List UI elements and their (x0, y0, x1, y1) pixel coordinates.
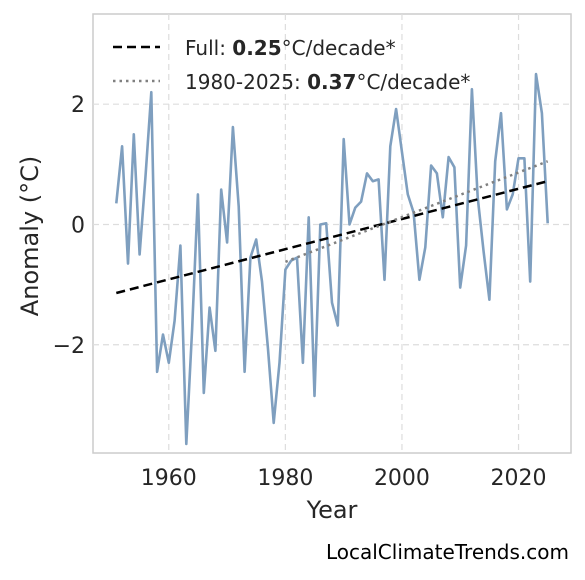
trend-line-1980-2025 (284, 160, 549, 263)
y-axis-title: Anomaly (°C) (16, 156, 44, 316)
source-credit: LocalClimateTrends.com (325, 540, 569, 564)
x-tick-label: 1980 (257, 466, 313, 491)
x-tick-label: 1960 (141, 466, 197, 491)
y-tick-label: 0 (71, 213, 85, 238)
legend-label-full: Full: 0.25°C/decade* (185, 36, 396, 60)
legend: Full: 0.25°C/decade* 1980-2025: 0.37°C/d… (113, 36, 470, 94)
y-tick-label: 2 (71, 93, 85, 118)
tick-labels: 1960 1980 2000 2020 −2 0 2 (53, 93, 547, 491)
series-lines (115, 72, 549, 446)
trend-line-full (115, 179, 549, 295)
x-axis-title: Year (306, 496, 358, 524)
x-tick-label: 2020 (491, 466, 547, 491)
y-tick-label: −2 (53, 334, 85, 359)
legend-label-recent: 1980-2025: 0.37°C/decade* (185, 70, 470, 94)
grid (93, 14, 571, 453)
x-tick-label: 2000 (374, 466, 430, 491)
series-line-anomaly (115, 72, 549, 446)
